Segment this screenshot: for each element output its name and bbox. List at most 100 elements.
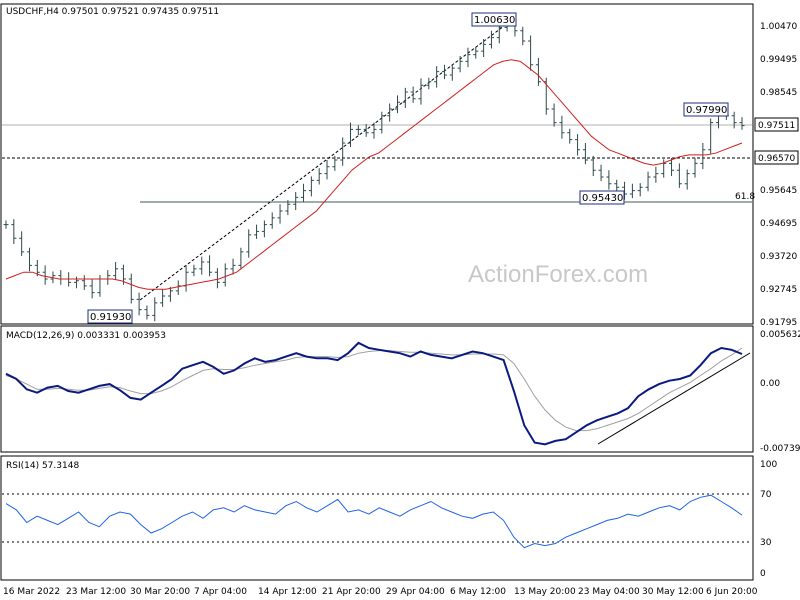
price-bar [457,55,463,73]
price-bar [559,115,565,139]
annotation-recent-high: 0.97990 [683,102,729,117]
price-bar [614,179,620,192]
price-bar [293,191,299,210]
price-bar [598,164,604,182]
price-bar [254,224,260,239]
price-bar [645,171,651,192]
price-bar [222,263,228,287]
current-price-badge: 0.97511 [754,117,799,132]
time-tick: 23 Mar 12:00 [66,587,126,597]
price-bar [441,64,447,80]
price-bar [167,286,173,302]
price-bar [387,103,393,122]
price-bar [81,275,87,290]
price-bar [465,47,471,68]
price-bar [520,26,526,46]
price-bar [488,30,494,49]
price-bar [340,137,346,166]
price-bar [363,123,369,137]
annotation-high: 1.00630 [471,12,517,27]
price-bar [19,231,25,256]
price-bar [316,168,322,185]
price-bar [449,64,455,81]
time-tick: 30 May 12:00 [642,587,704,597]
price-bar [160,289,166,307]
price-bar [26,247,32,272]
price-bar [590,155,596,176]
price-bar [567,128,573,144]
price-bar [175,280,181,296]
price-bar [426,77,432,90]
price-tick: 0.98545 [760,88,797,98]
price-bar [324,160,330,180]
price-bar [277,204,283,224]
price-bar [191,264,197,277]
price-bar [230,258,236,275]
price-tick: 0.93720 [760,252,797,262]
price-bar [348,122,354,148]
time-tick: 13 May 20:00 [514,587,576,597]
watermark: ActionForex.com [468,261,648,288]
time-tick: 14 Apr 12:00 [258,587,317,597]
price-bar [42,265,48,285]
macd-signal-line [5,347,743,432]
annotation-start-low: 0.91930 [87,309,133,324]
rsi-line [5,494,743,549]
price-bar [434,66,440,88]
price-bar [528,35,534,71]
price-bar [410,86,416,103]
price-bar [207,255,213,277]
annotation-start-low-text: 0.91930 [90,312,131,323]
price-bar [653,166,659,183]
price-bar [708,118,714,154]
price-panel-frame [0,3,754,325]
rsi-label: RSI(14) 57.3148 [6,461,79,471]
time-tick: 29 Apr 04:00 [386,587,445,597]
time-tick: 21 Apr 20:00 [322,587,381,597]
price-tick: 0.94695 [760,219,797,229]
price-tick: 0.91795 [760,318,797,328]
macd-tick: 0.005632 [760,330,800,340]
time-tick: 6 May 12:00 [450,587,506,597]
price-axis: 1.00470 0.99495 0.98545 0.95645 0.94695 … [760,22,797,328]
trend-dashed-line [139,19,513,301]
price-header: USDCHF,H4 0.97501 0.97521 0.97435 0.9751… [6,7,219,17]
price-bar [199,256,205,275]
level-price-badge: 0.96570 [754,150,799,165]
price-bar [637,183,643,197]
price-bar [622,181,628,200]
macd-trendline [597,352,751,445]
time-axis: 16 Mar 2022 23 Mar 12:00 30 Mar 20:00 7 … [3,587,758,597]
price-bar [332,155,338,171]
price-bar [269,212,275,229]
price-bar [214,268,220,289]
fib-label: 61.8 [735,192,755,202]
price-bar [371,122,377,139]
price-bar [418,78,424,105]
price-bar [684,169,690,190]
price-bar [692,157,698,178]
price-tick: 1.00470 [760,22,797,32]
macd-tick: -0.007395 [760,444,800,454]
price-bar [676,163,682,188]
price-bar [473,47,479,59]
annotation-low-text: 0.95430 [582,193,623,204]
price-bar [535,57,541,86]
price-tick: 0.95645 [760,186,797,196]
price-bar [3,220,9,229]
current-price-text: 0.97511 [758,121,795,131]
price-bar [394,95,400,114]
price-bar [496,23,502,44]
price-bar [308,176,314,197]
time-tick: 30 Mar 20:00 [130,587,190,597]
price-bar [113,262,119,280]
price-tick: 0.99495 [760,55,797,65]
annotation-high-text: 1.00630 [474,15,515,26]
rsi-tick: 30 [760,538,772,548]
time-tick: 7 Apr 04:00 [194,587,247,597]
price-bar [238,247,244,270]
price-bar [144,305,150,320]
time-tick: 6 Jun 20:00 [706,587,758,597]
price-bar [629,183,635,199]
